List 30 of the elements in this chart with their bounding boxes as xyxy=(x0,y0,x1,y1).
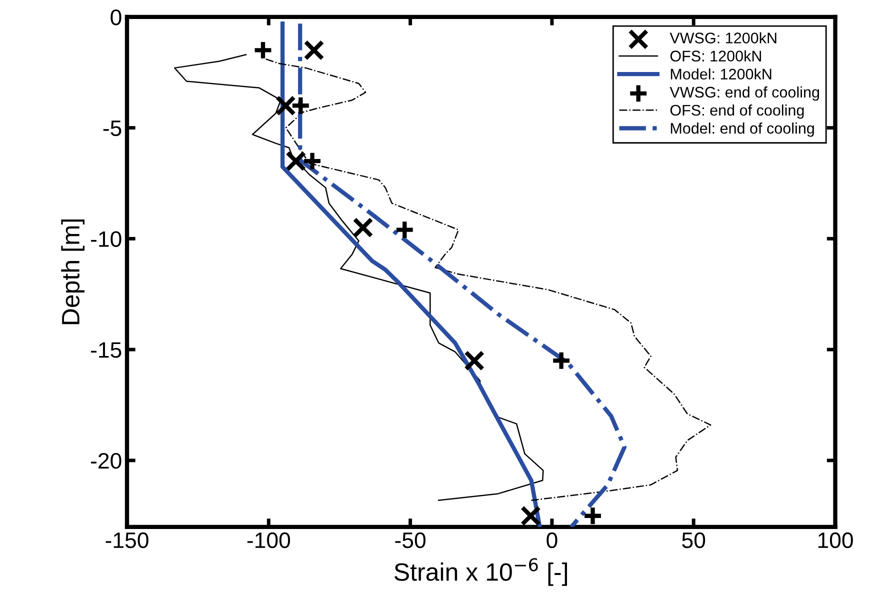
line-series xyxy=(280,22,542,527)
legend-label: OFS: 1200kN xyxy=(670,50,761,62)
line-series xyxy=(174,54,544,501)
legend-label: Model: end of cooling xyxy=(670,122,814,137)
line-series xyxy=(298,22,627,527)
y-tick-label: -15 xyxy=(91,342,122,358)
y-tick-label: -10 xyxy=(91,231,122,247)
x-tick-label: -100 xyxy=(247,532,290,548)
x-tick-label: -50 xyxy=(395,532,426,548)
legend-label: OFS: end of cooling xyxy=(670,104,804,119)
x-axis-title: Strain x 10$^{−6}$ [-] xyxy=(394,558,567,586)
point xyxy=(352,217,374,238)
legend-label: VWSG: end of cooling xyxy=(670,86,819,101)
point xyxy=(551,350,572,371)
legend-label: VWSG: 1200kN xyxy=(670,32,776,44)
point xyxy=(275,95,296,116)
y-tick-label: -5 xyxy=(103,120,122,136)
point xyxy=(304,40,324,61)
point xyxy=(286,150,306,172)
x-tick-label: -150 xyxy=(106,532,148,548)
x-tick-label: 50 xyxy=(682,532,706,548)
y-tick-label: 0 xyxy=(110,9,122,26)
y-tick-label: -20 xyxy=(91,452,122,469)
x-tick-label: 100 xyxy=(818,532,853,548)
y-axis-title: Depth [m] xyxy=(61,220,84,324)
point xyxy=(464,350,485,371)
x-tick-label: 0 xyxy=(546,532,558,548)
point xyxy=(520,506,542,526)
point xyxy=(290,95,311,116)
legend-label: Model: 1200kN xyxy=(670,68,772,80)
